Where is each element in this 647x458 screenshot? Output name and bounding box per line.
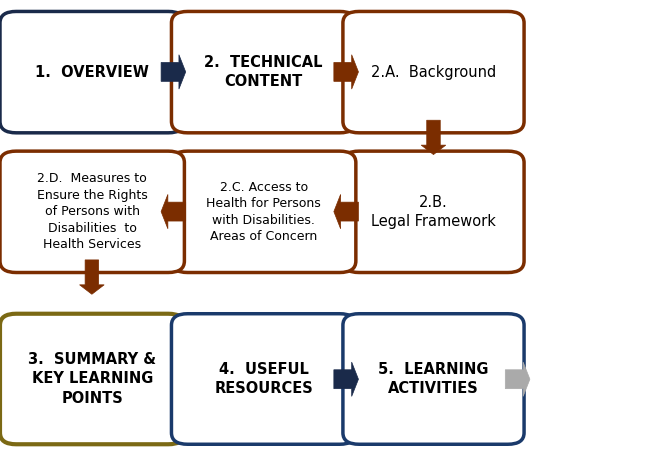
Polygon shape (505, 362, 530, 397)
Polygon shape (334, 55, 358, 89)
FancyBboxPatch shape (171, 11, 356, 133)
FancyBboxPatch shape (171, 314, 356, 444)
Text: 2.A.  Background: 2.A. Background (371, 65, 496, 80)
Text: 1.  OVERVIEW: 1. OVERVIEW (35, 65, 149, 80)
Text: 2.C. Access to
Health for Persons
with Disabilities.
Areas of Concern: 2.C. Access to Health for Persons with D… (206, 180, 321, 243)
FancyBboxPatch shape (0, 11, 184, 133)
Text: 5.  LEARNING
ACTIVITIES: 5. LEARNING ACTIVITIES (378, 362, 488, 396)
Text: 3.  SUMMARY &
KEY LEARNING
POINTS: 3. SUMMARY & KEY LEARNING POINTS (28, 352, 156, 406)
FancyBboxPatch shape (343, 151, 524, 273)
FancyBboxPatch shape (171, 151, 356, 273)
Polygon shape (334, 194, 358, 229)
Text: 2.  TECHNICAL
CONTENT: 2. TECHNICAL CONTENT (204, 55, 323, 89)
Text: 2.B.
Legal Framework: 2.B. Legal Framework (371, 195, 496, 229)
FancyBboxPatch shape (343, 314, 524, 444)
Polygon shape (161, 194, 186, 229)
Polygon shape (161, 55, 186, 89)
Text: 2.D.  Measures to
Ensure the Rights
of Persons with
Disabilities  to
Health Serv: 2.D. Measures to Ensure the Rights of Pe… (37, 172, 148, 251)
Polygon shape (80, 260, 104, 294)
Text: 4.  USEFUL
RESOURCES: 4. USEFUL RESOURCES (214, 362, 313, 396)
FancyBboxPatch shape (343, 11, 524, 133)
FancyBboxPatch shape (0, 151, 184, 273)
FancyBboxPatch shape (0, 314, 184, 444)
Polygon shape (421, 120, 446, 155)
Polygon shape (334, 362, 358, 397)
